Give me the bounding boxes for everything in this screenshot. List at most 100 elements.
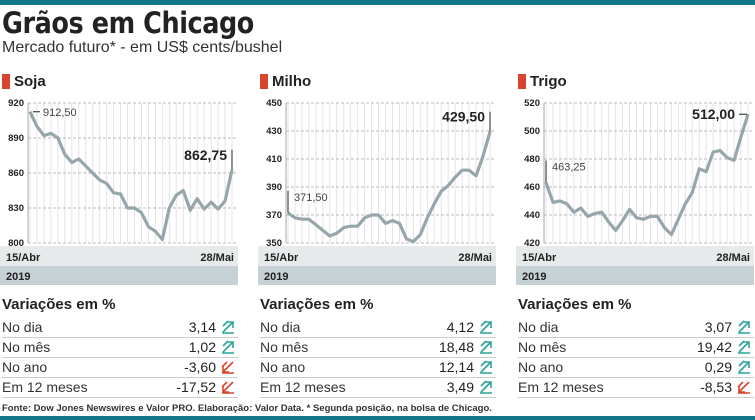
date-band (516, 246, 754, 266)
arrow-up-icon (480, 340, 492, 354)
variation-value: 3,49 (446, 379, 474, 395)
chart-title: Milho (272, 73, 312, 90)
x-end-label: 28/Mai (200, 252, 234, 264)
arrow-up-icon (222, 340, 234, 354)
variation-label: No ano (2, 359, 48, 375)
y-tick-label: 480 (524, 154, 540, 165)
y-tick-label: 440 (524, 210, 540, 221)
arrow-up-icon (738, 340, 750, 354)
series-line (28, 111, 234, 242)
variation-row: No ano 12,14 (260, 357, 496, 378)
accent-square (260, 74, 268, 89)
year-band (516, 266, 754, 285)
year-label: 2019 (522, 271, 546, 283)
panel-trigo: Trigo 520 500 480 460 440 420 463,25 512,00 15/Ab… (516, 70, 755, 400)
arrow-down-icon (221, 381, 234, 394)
y-tick-label: 460 (524, 182, 540, 193)
variation-value: 1,02 (188, 339, 216, 355)
end-value-label: 429,50 (442, 109, 485, 125)
arrow-up-icon (222, 320, 234, 334)
date-band (0, 246, 238, 266)
start-value-label: 463,25 (552, 161, 586, 173)
y-tick-label: 830 (8, 203, 24, 214)
y-tick-label: 920 (8, 98, 24, 109)
x-end-label: 28/Mai (458, 252, 492, 264)
x-start-label: 15/Abr (522, 252, 557, 264)
series-line (287, 131, 492, 244)
y-tick-label: 430 (266, 126, 282, 137)
year-label: 2019 (264, 271, 288, 283)
chart-title: Soja (14, 73, 46, 90)
variation-row: No mês 18,48 (260, 337, 496, 358)
year-label: 2019 (6, 271, 30, 283)
panel-milho: Milho 450 430 410 390 370 350 371,50 429,50 15/Ab… (258, 70, 498, 400)
variation-row: No ano -3,60 (2, 357, 238, 378)
variation-value: 3,07 (704, 319, 732, 335)
y-tick-label: 800 (8, 238, 24, 249)
y-tick-label: 860 (8, 168, 24, 179)
variation-value: -3,60 (184, 359, 216, 375)
variation-label: No dia (518, 319, 559, 335)
line-chart: 450 430 410 390 370 350 371,50 429,50 15/Abr 28/M… (258, 98, 496, 285)
variation-value: 4,12 (446, 319, 474, 335)
x-start-label: 15/Abr (6, 252, 41, 264)
arrow-up-icon (738, 360, 750, 374)
page-title: Grãos em Chicago (2, 6, 254, 40)
arrow-up-icon (480, 320, 492, 334)
y-tick-label: 410 (266, 154, 282, 165)
variation-label: No ano (518, 359, 564, 375)
variation-value: -17,52 (176, 379, 216, 395)
arrow-up-icon (738, 320, 750, 334)
bottom-brand-bar (0, 416, 755, 420)
year-band (0, 266, 238, 285)
line-chart: 920 890 860 830 800 912,50 862,75 15/Abr 28/Mai 2… (0, 98, 238, 285)
y-tick-label: 450 (266, 98, 282, 109)
variations-title: Variações em % (2, 296, 116, 313)
start-value-label: 371,50 (294, 192, 328, 204)
variation-value: 0,29 (704, 359, 732, 375)
variation-row: Em 12 meses -8,53 (518, 377, 754, 398)
variation-label: No ano (260, 359, 306, 375)
x-start-label: 15/Abr (264, 252, 299, 264)
variation-value: 19,42 (696, 339, 732, 355)
y-tick-label: 420 (524, 238, 540, 249)
series-line (544, 113, 750, 237)
variation-row: No dia 3,07 (518, 317, 754, 338)
variation-label: No mês (2, 339, 51, 355)
variation-value: 18,48 (438, 339, 474, 355)
end-value-label: 512,00 (692, 106, 735, 122)
variation-value: -8,53 (700, 379, 732, 395)
year-band (258, 266, 496, 285)
y-tick-label: 370 (266, 210, 282, 221)
accent-square (518, 74, 526, 89)
top-brand-bar (0, 0, 755, 5)
chart-title: Trigo (530, 73, 567, 90)
variations-title: Variações em % (260, 296, 374, 313)
variation-label: No dia (2, 319, 43, 335)
date-band (258, 246, 496, 266)
y-tick-label: 520 (524, 98, 540, 109)
arrow-up-icon (480, 380, 492, 394)
variation-row: No mês 19,42 (518, 337, 754, 358)
x-end-label: 28/Mai (716, 252, 750, 264)
variation-label: Em 12 meses (518, 379, 604, 395)
variation-value: 3,14 (188, 319, 216, 335)
variation-label: Em 12 meses (260, 379, 346, 395)
arrow-down-icon (221, 361, 234, 374)
variations-title: Variações em % (518, 296, 632, 313)
accent-square (2, 74, 10, 89)
arrow-up-icon (480, 360, 492, 374)
variation-row: Em 12 meses -17,52 (2, 377, 238, 398)
source-note: Fonte: Dow Jones Newswires e Valor PRO. … (2, 403, 492, 414)
variation-label: No mês (260, 339, 309, 355)
variation-label: Em 12 meses (2, 379, 88, 395)
variation-label: No mês (518, 339, 567, 355)
y-tick-label: 390 (266, 182, 282, 193)
arrow-down-icon (737, 381, 750, 394)
variation-row: No mês 1,02 (2, 337, 238, 358)
y-tick-label: 890 (8, 133, 24, 144)
variation-row: No dia 3,14 (2, 317, 238, 338)
y-tick-label: 500 (524, 126, 540, 137)
variation-row: Em 12 meses 3,49 (260, 377, 496, 398)
